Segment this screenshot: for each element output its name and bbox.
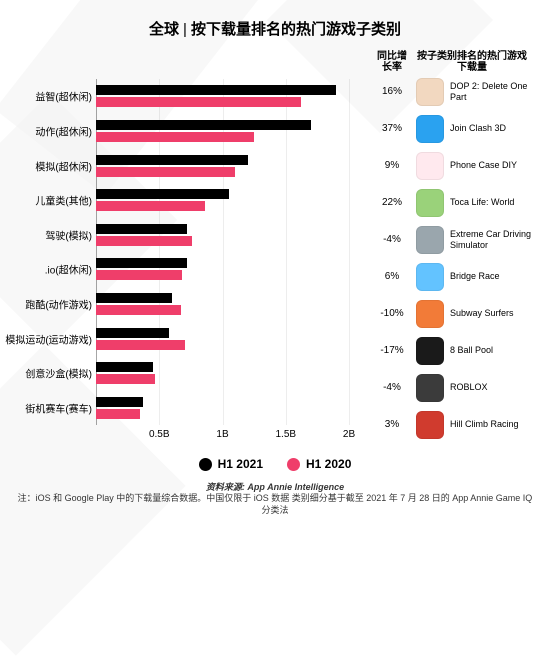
app-icon	[416, 300, 444, 328]
y-axis-label: 动作(超休闲)	[35, 123, 92, 138]
growth-value: 37%	[374, 123, 410, 134]
side-row: 3% Hill Climb Racing	[374, 406, 534, 443]
side-header-top: 按子类别排名的热门游戏下载量	[410, 51, 534, 73]
side-row: -10% Subway Surfers	[374, 295, 534, 332]
app-name: 8 Ball Pool	[450, 345, 534, 355]
app-name: Subway Surfers	[450, 308, 534, 318]
app-icon	[416, 411, 444, 439]
y-axis-label: .io(超休闲)	[45, 262, 92, 277]
side-row: 22% Toca Life: World	[374, 184, 534, 221]
bar-h1_2021	[96, 397, 143, 407]
side-row: 9% Phone Case DIY	[374, 147, 534, 184]
growth-value: -17%	[374, 345, 410, 356]
app-name: ROBLOX	[450, 382, 534, 392]
legend-label: H1 2020	[306, 457, 351, 471]
side-row: 16% DOP 2: Delete One Part	[374, 73, 534, 110]
side-row: 37% Join Clash 3D	[374, 110, 534, 147]
y-axis-label: 益智(超休闲)	[35, 89, 92, 104]
bar-h1_2020	[96, 305, 181, 315]
growth-value: 16%	[374, 86, 410, 97]
app-name: Extreme Car Driving Simulator	[450, 229, 534, 250]
bar-chart: 益智(超休闲) 动作(超休闲) 模拟(超休闲) 儿童类(其他) 驾驶(模拟) .io(超休…	[16, 51, 374, 451]
y-axis-label: 驾驶(模拟)	[45, 227, 92, 242]
gridline	[96, 79, 97, 425]
side-header: 同比增长率 按子类别排名的热门游戏下载量	[374, 51, 534, 73]
bar-h1_2020	[96, 236, 192, 246]
app-icon	[416, 374, 444, 402]
app-icon	[416, 226, 444, 254]
x-tick-label: 1B	[216, 429, 228, 440]
bar-h1_2021	[96, 362, 153, 372]
legend-swatch	[199, 458, 212, 471]
app-name: DOP 2: Delete One Part	[450, 81, 534, 102]
bar-h1_2020	[96, 97, 301, 107]
gridline	[223, 79, 224, 425]
bar-h1_2020	[96, 409, 140, 419]
y-axis-label: 模拟运动(运动游戏)	[5, 331, 92, 346]
title-separator: |	[183, 21, 187, 38]
bar-h1_2021	[96, 189, 229, 199]
app-icon	[416, 337, 444, 365]
app-icon	[416, 189, 444, 217]
title-text: 按下载量排名的热门游戏子类别	[191, 21, 401, 38]
app-icon	[416, 78, 444, 106]
y-axis-label: 街机赛车(赛车)	[25, 400, 92, 415]
legend-item: H1 2020	[287, 457, 351, 471]
bar-h1_2021	[96, 258, 187, 268]
bar-h1_2021	[96, 155, 248, 165]
app-name: Join Clash 3D	[450, 123, 534, 133]
footnote-note: 注：iOS 和 Google Play 中的下载量综合数据。中国仅限于 iOS …	[16, 493, 534, 516]
bar-h1_2020	[96, 132, 254, 142]
side-row: -4% Extreme Car Driving Simulator	[374, 221, 534, 258]
footnote-source: App Annie Intelligence	[247, 482, 344, 492]
bar-h1_2020	[96, 167, 235, 177]
legend-label: H1 2021	[218, 457, 263, 471]
side-header-growth: 同比增长率	[374, 51, 410, 73]
app-icon	[416, 263, 444, 291]
side-row: -17% 8 Ball Pool	[374, 332, 534, 369]
growth-value: 22%	[374, 197, 410, 208]
legend-item: H1 2021	[199, 457, 263, 471]
growth-value: 6%	[374, 271, 410, 282]
x-tick-label: 2B	[343, 429, 355, 440]
gridline	[349, 79, 350, 425]
growth-value: -4%	[374, 382, 410, 393]
bar-h1_2021	[96, 328, 169, 338]
bar-h1_2021	[96, 224, 187, 234]
gridline	[286, 79, 287, 425]
side-row: 6% Bridge Race	[374, 258, 534, 295]
y-axis-label: 儿童类(其他)	[35, 193, 92, 208]
app-name: Phone Case DIY	[450, 160, 534, 170]
side-list: 16% DOP 2: Delete One Part 37% Join Clash 3…	[374, 73, 534, 443]
bar-h1_2020	[96, 270, 182, 280]
x-tick-label: 0.5B	[149, 429, 170, 440]
chart-title: 全球|按下载量排名的热门游戏子类别	[16, 18, 534, 39]
y-axis-label: 模拟(超休闲)	[35, 158, 92, 173]
bar-h1_2021	[96, 120, 311, 130]
legend: H1 2021 H1 2020	[16, 457, 534, 474]
footnote-source-prefix: 资料来源:	[206, 482, 248, 492]
app-icon	[416, 152, 444, 180]
app-name: Bridge Race	[450, 271, 534, 281]
app-name: Toca Life: World	[450, 197, 534, 207]
app-icon	[416, 115, 444, 143]
footnote: 资料来源: App Annie Intelligence 注：iOS 和 Goo…	[16, 482, 534, 517]
growth-value: -10%	[374, 308, 410, 319]
legend-swatch	[287, 458, 300, 471]
x-tick-label: 1.5B	[275, 429, 296, 440]
gridline	[159, 79, 160, 425]
bar-h1_2020	[96, 201, 205, 211]
bar-h1_2021	[96, 85, 336, 95]
growth-value: -4%	[374, 234, 410, 245]
y-axis-label: 创意沙盒(模拟)	[25, 366, 92, 381]
bar-h1_2021	[96, 293, 172, 303]
title-prefix: 全球	[149, 21, 179, 38]
growth-value: 3%	[374, 419, 410, 430]
bar-h1_2020	[96, 374, 155, 384]
app-name: Hill Climb Racing	[450, 419, 534, 429]
y-axis-label: 跑酷(动作游戏)	[25, 296, 92, 311]
bar-h1_2020	[96, 340, 185, 350]
side-row: -4% ROBLOX	[374, 369, 534, 406]
growth-value: 9%	[374, 160, 410, 171]
